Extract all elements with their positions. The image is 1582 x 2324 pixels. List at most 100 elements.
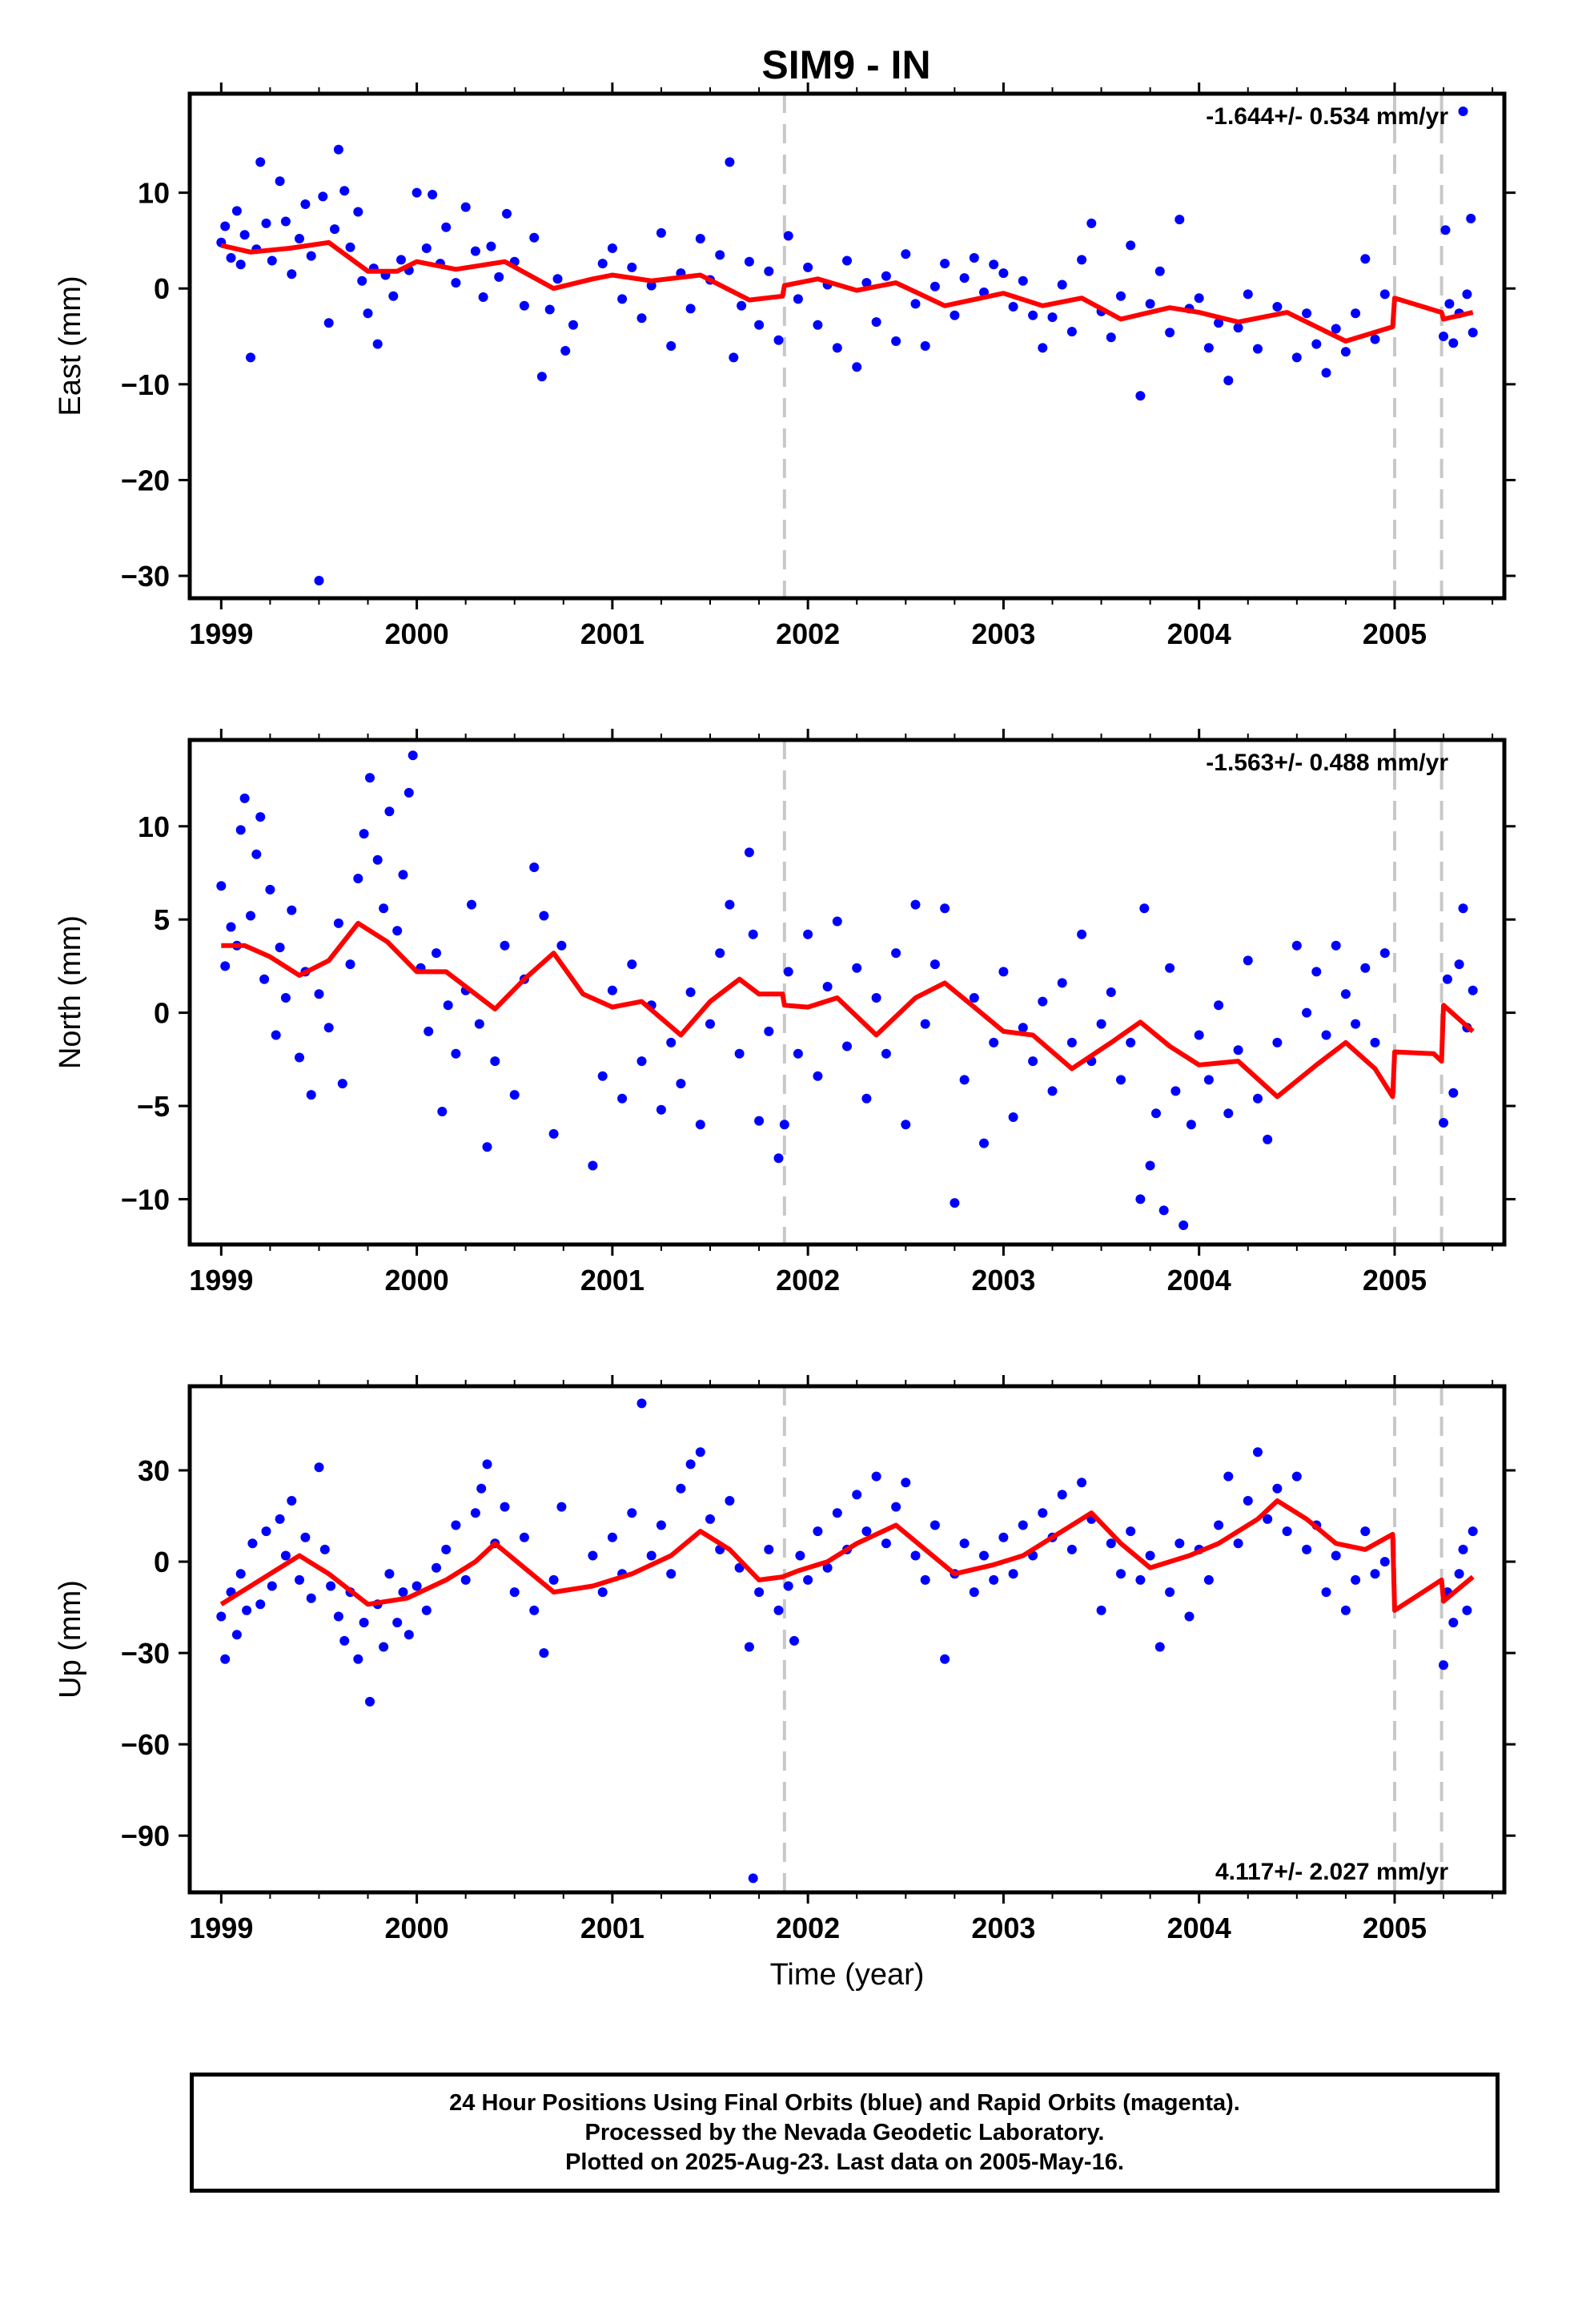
east-data-point (318, 191, 327, 201)
north-data-point (1331, 941, 1341, 951)
north-data-point (950, 1198, 959, 1208)
up-data-point (1360, 1526, 1370, 1536)
east-x-tick-label: 2002 (776, 617, 840, 650)
up-data-point (970, 1587, 979, 1597)
north-data-point (556, 941, 566, 951)
east-data-point (220, 222, 230, 231)
north-data-point (315, 989, 324, 999)
up-data-point (1038, 1508, 1047, 1518)
east-data-point (502, 209, 512, 219)
up-data-point (1214, 1521, 1223, 1530)
up-data-point (365, 1697, 375, 1707)
east-data-point (686, 304, 696, 313)
east-data-point (793, 294, 803, 304)
north-y-tick-label: 10 (138, 810, 170, 843)
up-data-point (320, 1545, 330, 1554)
up-data-point (399, 1587, 408, 1597)
up-data-point (861, 1526, 871, 1536)
north-data-point (1272, 1038, 1282, 1047)
up-data-point (1468, 1526, 1478, 1536)
up-data-point (1116, 1569, 1126, 1578)
north-data-point (749, 930, 758, 939)
north-data-point (1058, 978, 1067, 987)
up-data-point (220, 1655, 230, 1664)
east-data-point (1380, 289, 1390, 299)
east-data-point (1165, 328, 1174, 337)
up-data-point (608, 1533, 617, 1542)
up-data-point (901, 1478, 910, 1487)
up-data-point (1341, 1606, 1351, 1615)
east-data-point (1322, 368, 1331, 378)
up-plot-frame (190, 1386, 1504, 1892)
up-x-tick-label: 2000 (385, 1912, 449, 1944)
east-x-tick-label: 2005 (1363, 617, 1427, 650)
north-data-point (334, 919, 343, 928)
north-y-tick-label: 5 (154, 903, 170, 936)
east-data-point (1135, 391, 1145, 400)
north-data-point (295, 1053, 304, 1063)
up-data-point (529, 1606, 539, 1615)
east-data-point (784, 231, 793, 241)
up-data-point (404, 1630, 414, 1639)
up-y-tick-label: 0 (154, 1546, 170, 1578)
east-data-point (1174, 215, 1184, 224)
east-data-point (471, 247, 480, 256)
north-data-point (1204, 1075, 1214, 1084)
up-data-point (1371, 1569, 1380, 1578)
east-data-point (1360, 254, 1370, 263)
north-data-point (696, 1120, 705, 1129)
up-data-point (803, 1575, 813, 1585)
up-data-point (1067, 1545, 1077, 1554)
up-data-point (647, 1551, 656, 1561)
north-data-point (823, 982, 833, 991)
x-axis-label: Time (year) (770, 1958, 925, 1992)
east-data-point (520, 301, 529, 311)
east-data-point (989, 259, 998, 269)
up-data-point (1204, 1575, 1214, 1585)
east-x-tick-label: 2000 (385, 617, 449, 650)
up-data-point (1302, 1545, 1311, 1554)
east-data-point (1086, 219, 1096, 228)
north-data-point (881, 1049, 891, 1059)
up-data-point (852, 1490, 861, 1499)
up-data-point (1126, 1526, 1135, 1536)
north-data-point (608, 986, 617, 995)
up-panel: 1999 2000 2001 2002 2003 2004 2005300−30−60−90… (54, 1375, 1516, 1992)
up-data-point (813, 1526, 822, 1536)
east-x-tick-label: 2003 (971, 617, 1035, 650)
up-rate-label: 4.117+/- 2.027 mm/yr (1215, 1859, 1448, 1885)
east-data-point (998, 268, 1008, 278)
east-data-point (666, 341, 676, 351)
north-data-point (324, 1023, 334, 1032)
up-y-tick-label: 30 (138, 1454, 170, 1487)
north-data-point (549, 1129, 559, 1139)
east-data-point (1441, 225, 1451, 235)
up-data-point (520, 1533, 529, 1542)
north-data-point (637, 1056, 647, 1066)
north-data-point (1443, 975, 1452, 984)
north-data-point (365, 773, 375, 782)
north-data-point (617, 1094, 627, 1104)
north-data-point (251, 850, 261, 859)
north-data-point (1371, 1038, 1380, 1047)
up-data-point (676, 1484, 685, 1494)
east-data-point (930, 282, 940, 292)
up-x-tick-label: 2004 (1167, 1912, 1231, 1944)
east-data-point (357, 276, 367, 286)
east-data-point (396, 255, 406, 264)
up-data-point (1283, 1526, 1292, 1536)
north-data-point (1097, 1019, 1106, 1029)
east-rate-label: -1.644+/- 0.534 mm/yr (1206, 103, 1448, 130)
up-data-point (1439, 1660, 1448, 1670)
up-data-point (422, 1606, 432, 1615)
north-data-point (842, 1042, 852, 1051)
east-data-point (412, 188, 422, 198)
north-data-point (930, 959, 940, 969)
north-data-point (803, 930, 813, 939)
north-data-point (979, 1139, 989, 1148)
east-data-point (486, 242, 496, 251)
east-data-point (745, 257, 754, 267)
north-y-tick-label: −5 (137, 1090, 170, 1123)
north-data-point (236, 825, 246, 834)
east-data-point (1116, 292, 1126, 301)
